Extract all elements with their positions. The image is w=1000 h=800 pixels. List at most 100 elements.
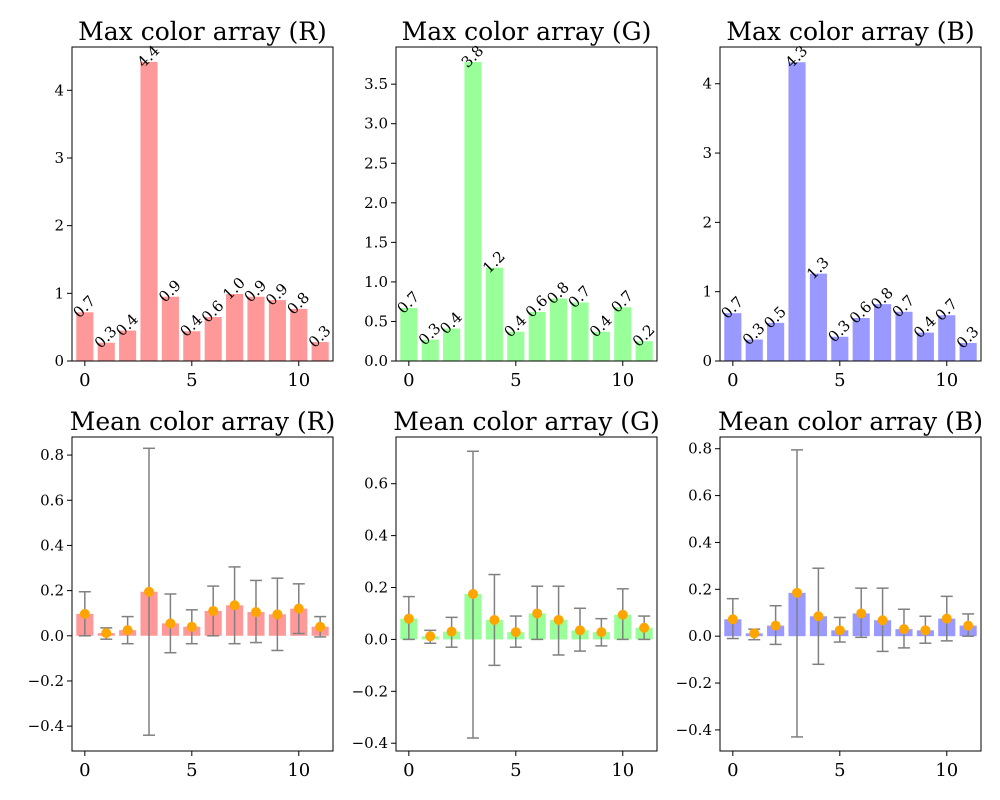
y-tick-label: 0.2 xyxy=(364,579,388,597)
x-tick-label: 5 xyxy=(834,760,845,781)
x-tick-label: 0 xyxy=(403,760,414,781)
y-tick-label: 1 xyxy=(54,284,64,302)
bar xyxy=(592,331,610,361)
mean-marker xyxy=(315,621,326,632)
x-tick-label: 5 xyxy=(186,370,197,391)
mean-marker xyxy=(596,627,607,638)
mean-marker xyxy=(792,587,803,598)
mean-marker xyxy=(963,620,974,631)
chart-title: Max color array (G) xyxy=(402,17,652,46)
bar xyxy=(268,300,286,361)
axes-frame xyxy=(71,46,334,362)
mean-marker xyxy=(468,589,479,599)
bar xyxy=(247,296,265,361)
mean-marker xyxy=(920,625,931,636)
y-tick-label: 0.8 xyxy=(40,446,64,464)
chart-title: Mean color array (B) xyxy=(718,407,983,436)
mean-marker xyxy=(877,615,888,626)
bar xyxy=(97,342,115,361)
bar xyxy=(614,307,632,361)
mean-marker xyxy=(446,626,457,637)
bar xyxy=(959,342,977,361)
y-tick-label: 0 xyxy=(702,352,712,370)
x-tick-label: 5 xyxy=(510,760,521,781)
bar xyxy=(311,342,329,361)
y-tick-label: 2 xyxy=(54,217,64,235)
mean-marker xyxy=(122,625,133,636)
axes-frame xyxy=(719,436,982,752)
y-tick-label: 2 xyxy=(702,213,712,231)
subplot-5: Mean color array (B) −0.4 −0.2 0.0 0.2 0.4 0.6… xyxy=(676,407,983,781)
x-tick-label: 0 xyxy=(79,760,90,781)
y-tick-label: −0.2 xyxy=(676,674,712,692)
chart-title: Mean color array (R) xyxy=(70,407,335,436)
y-tick-label: 1.5 xyxy=(364,233,388,251)
axes-frame xyxy=(395,436,658,752)
bar xyxy=(767,322,785,361)
bar xyxy=(183,331,201,361)
bar xyxy=(528,311,546,361)
bar xyxy=(226,294,244,361)
bar xyxy=(809,273,827,361)
mean-marker xyxy=(186,621,197,632)
mean-marker xyxy=(639,622,650,633)
subplot-4: Mean color array (G) −0.4 −0.2 0.0 0.2 0.4 0.6… xyxy=(352,407,660,781)
mean-marker xyxy=(834,625,845,636)
bar xyxy=(938,315,956,361)
mean-marker xyxy=(727,614,738,625)
y-tick-label: 2.5 xyxy=(364,154,388,172)
y-tick-label: 2.0 xyxy=(364,194,388,212)
x-tick-label: 10 xyxy=(611,370,634,391)
y-tick-label: −0.2 xyxy=(352,682,388,700)
x-tick-label: 10 xyxy=(611,760,634,781)
axes-frame xyxy=(719,46,982,362)
axes-frame xyxy=(71,436,334,752)
x-tick-label: 10 xyxy=(287,760,310,781)
x-tick-label: 5 xyxy=(510,370,521,391)
chart-title: Mean color array (G) xyxy=(393,407,660,436)
mean-marker xyxy=(229,600,240,611)
bar xyxy=(874,304,892,361)
x-tick-label: 10 xyxy=(287,370,310,391)
x-tick-label: 5 xyxy=(186,760,197,781)
y-tick-label: −0.2 xyxy=(28,672,64,690)
bar xyxy=(550,298,568,361)
mean-marker xyxy=(574,625,585,636)
mean-marker xyxy=(272,609,283,620)
x-tick-label: 0 xyxy=(79,370,90,391)
x-tick-label: 0 xyxy=(727,760,738,781)
bar xyxy=(831,336,849,361)
bar xyxy=(895,311,913,361)
y-tick-label: 3 xyxy=(54,149,64,167)
x-tick-label: 0 xyxy=(727,370,738,391)
bar xyxy=(421,339,439,361)
bar xyxy=(916,332,934,361)
y-tick-label: 0.0 xyxy=(688,627,712,645)
y-tick-label: 3.0 xyxy=(364,115,388,133)
x-tick-label: 5 xyxy=(834,370,845,391)
y-tick-label: 0.8 xyxy=(688,440,712,458)
mean-marker xyxy=(941,613,952,624)
bar xyxy=(400,308,418,361)
mean-marker xyxy=(813,611,824,622)
bar xyxy=(852,318,870,361)
y-tick-label: 0.0 xyxy=(364,630,388,648)
axes-frame xyxy=(395,46,658,362)
mean-marker xyxy=(532,608,543,619)
mean-marker xyxy=(101,628,112,639)
bar xyxy=(788,62,806,361)
x-tick-label: 10 xyxy=(935,370,958,391)
y-tick-label: 0.4 xyxy=(364,527,388,545)
y-tick-label: 0.0 xyxy=(40,627,64,645)
mean-marker xyxy=(165,618,176,629)
mean-marker xyxy=(898,624,909,635)
bar xyxy=(724,313,742,361)
y-tick-label: 0.5 xyxy=(364,312,388,330)
mean-marker xyxy=(425,631,436,642)
mean-marker xyxy=(208,605,219,616)
y-tick-label: 0.2 xyxy=(688,580,712,598)
subplot-3: Mean color array (R) −0.4 −0.2 0.0 0.2 0.4 0.6… xyxy=(28,407,336,781)
mean-marker xyxy=(617,609,628,620)
bar xyxy=(204,317,222,361)
